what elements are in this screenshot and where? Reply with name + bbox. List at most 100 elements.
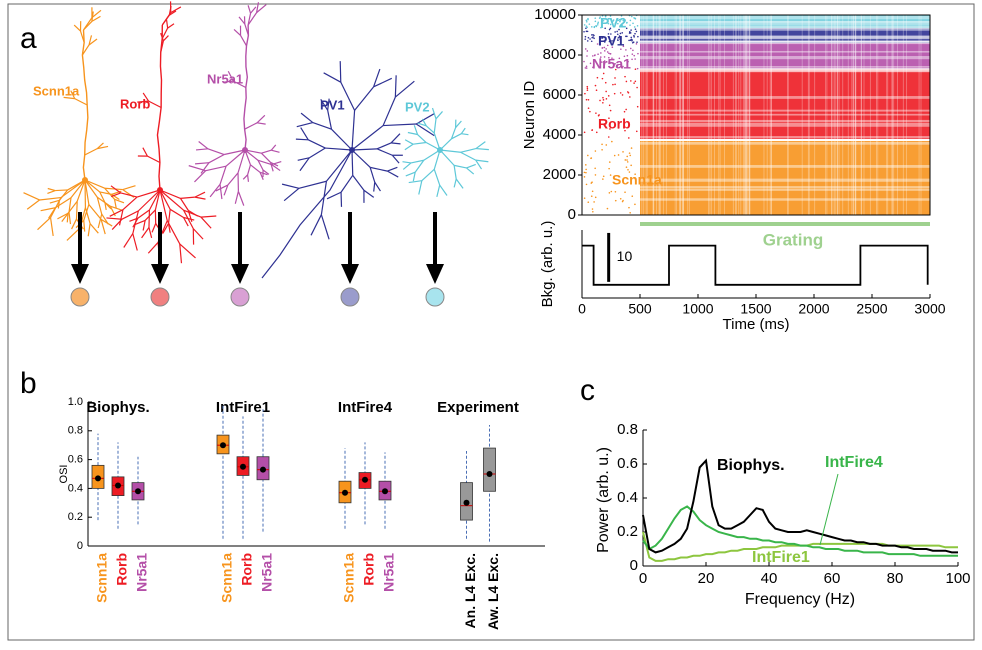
raster-texture	[902, 15, 904, 215]
spike-dot	[627, 91, 630, 94]
dendrite	[161, 27, 169, 40]
spike-dot	[600, 26, 602, 29]
spike-dot	[626, 159, 628, 161]
raster-texture	[770, 15, 772, 215]
dendrite	[100, 219, 106, 235]
spike-dot	[597, 114, 600, 117]
spike-dot	[620, 48, 622, 50]
dendrite	[325, 147, 353, 151]
category-label: An. L4 Exc.	[462, 553, 478, 628]
spike-dot	[602, 96, 604, 99]
dendrite	[159, 189, 171, 210]
x-axis-label: Time (ms)	[723, 316, 790, 333]
spike-dot	[614, 63, 616, 65]
dendrite	[247, 5, 252, 14]
figure-border	[7, 3, 975, 641]
spike-dot	[616, 30, 618, 33]
spike-dot	[591, 208, 594, 210]
dendrite	[299, 157, 310, 172]
dendrite	[104, 187, 123, 191]
dendrite	[26, 199, 40, 210]
spike-dot	[594, 150, 597, 152]
raster-texture	[640, 122, 930, 127]
spike-dot	[628, 31, 631, 33]
y-tick-label: 2000	[543, 166, 576, 183]
spike-dot	[621, 200, 624, 203]
spike-dot	[636, 25, 639, 27]
x-tick-label: 0	[578, 301, 586, 317]
spike-dot	[585, 27, 587, 30]
dendrite	[57, 212, 69, 220]
raster-texture	[709, 15, 711, 215]
spike-dot	[591, 181, 593, 183]
spike-dot	[587, 201, 590, 203]
dendrite	[159, 189, 168, 221]
dendrite	[326, 191, 342, 200]
raster-texture	[640, 35, 930, 40]
dendrite	[142, 220, 146, 231]
raster-texture	[748, 15, 750, 215]
spike-dot	[626, 155, 629, 158]
raster-texture	[640, 26, 930, 31]
spike-dot	[610, 190, 613, 193]
dendrite	[475, 147, 489, 151]
raster-texture	[851, 15, 853, 215]
spike-dot	[586, 50, 589, 52]
dendrite	[412, 172, 416, 182]
dendrite	[154, 189, 161, 211]
dendrite	[109, 209, 124, 217]
dendrite	[453, 178, 457, 188]
spike-dot	[629, 96, 631, 98]
spike-dot	[618, 18, 621, 21]
dendrite	[383, 123, 417, 127]
x-tick-label: 1500	[740, 301, 771, 317]
raster-texture	[640, 56, 930, 60]
raster-texture	[640, 15, 930, 20]
dendrite	[410, 159, 424, 164]
dendrite	[200, 216, 212, 229]
dendrite	[63, 96, 75, 100]
dendrite	[148, 227, 153, 238]
spike-dot	[586, 89, 589, 92]
spike-dot	[596, 43, 599, 45]
spike-dot	[592, 66, 594, 69]
y-tick-label: 8000	[543, 46, 576, 63]
spike-dot	[611, 39, 613, 42]
spike-dot	[584, 48, 587, 50]
cell-node	[150, 287, 170, 307]
dendrite	[76, 179, 86, 202]
dendrite	[47, 189, 56, 194]
raster-texture	[719, 15, 721, 215]
dendrite	[466, 167, 475, 175]
spike-dot	[609, 53, 612, 55]
neuron-morphology	[402, 107, 489, 198]
dendrite	[170, 6, 182, 14]
mean-dot	[486, 471, 493, 477]
spike-dot	[633, 26, 636, 28]
cell-label: Scnn1a	[33, 83, 80, 98]
spike-dot	[627, 168, 629, 171]
spike-dot	[591, 190, 594, 193]
raster-texture	[643, 15, 645, 215]
dendrite	[281, 183, 300, 189]
spike-dot	[622, 19, 625, 22]
dendrite	[179, 243, 183, 264]
dendrite	[351, 110, 356, 151]
group-title: IntFire4	[338, 399, 393, 416]
spike-dot	[633, 17, 635, 19]
dendrite	[433, 149, 441, 170]
dendrite	[363, 189, 375, 198]
spike-dot	[636, 41, 638, 43]
spike-dot	[589, 62, 592, 65]
mean-dot	[342, 489, 348, 496]
dendrite	[83, 17, 93, 31]
spike-dot	[610, 61, 612, 64]
raster-texture	[744, 15, 746, 215]
dendrite	[195, 162, 210, 165]
dendrite	[113, 199, 117, 209]
spike-dot	[587, 17, 589, 20]
dendrite	[450, 127, 457, 140]
spike-dot	[637, 52, 639, 55]
x-axis-label: Frequency (Hz)	[745, 591, 855, 608]
